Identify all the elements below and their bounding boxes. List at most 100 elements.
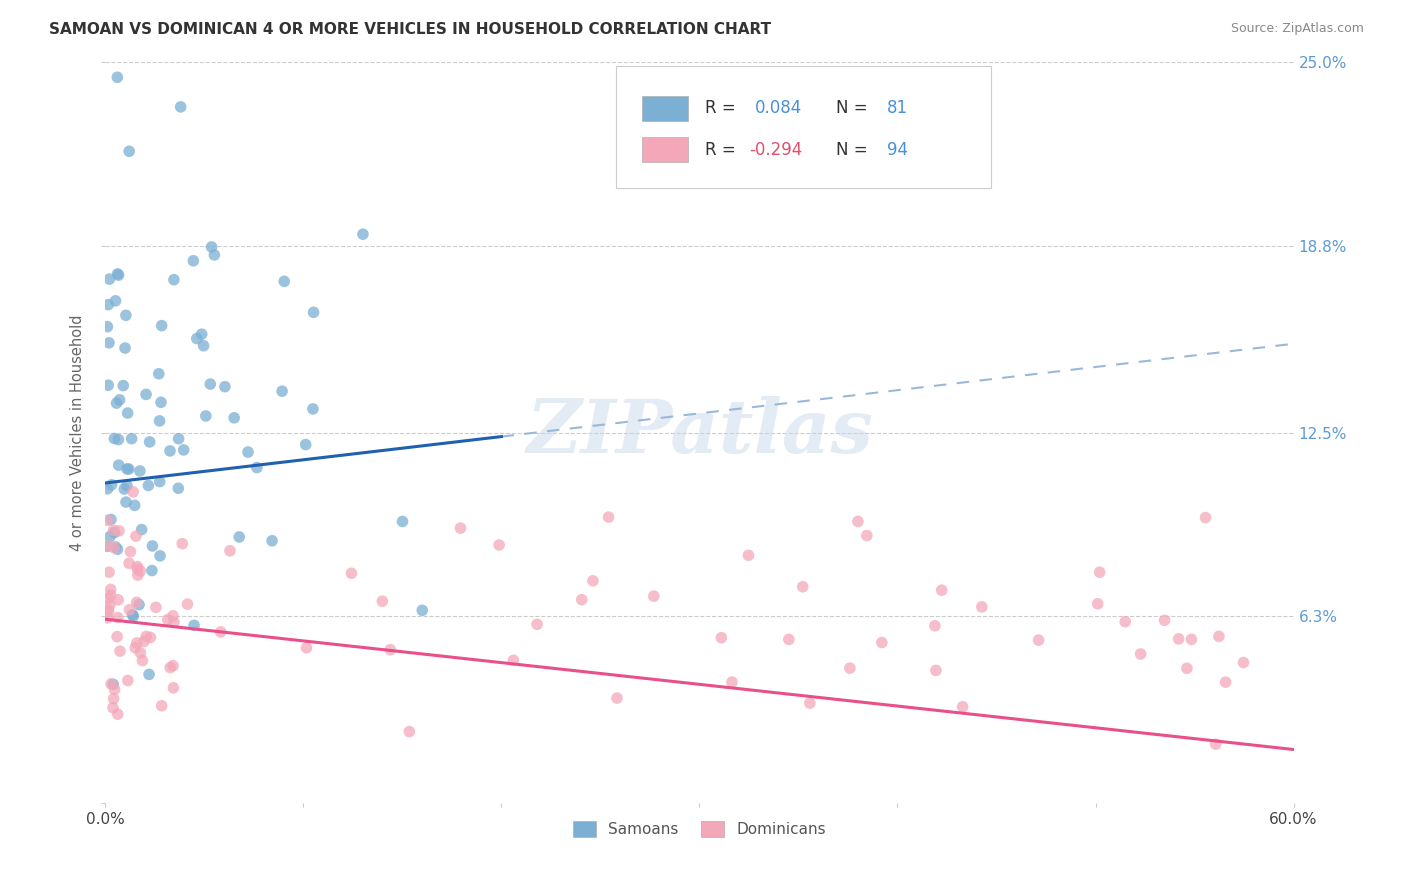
Point bbox=[114, 341, 136, 355]
Point bbox=[970, 599, 993, 614]
Point bbox=[107, 542, 129, 557]
Point bbox=[138, 667, 160, 681]
Point bbox=[209, 624, 232, 639]
Point bbox=[183, 253, 205, 268]
Point bbox=[105, 70, 128, 85]
Point bbox=[100, 582, 122, 597]
Point bbox=[149, 549, 172, 563]
Point bbox=[96, 482, 118, 496]
Text: SAMOAN VS DOMINICAN 4 OR MORE VEHICLES IN HOUSEHOLD CORRELATION CHART: SAMOAN VS DOMINICAN 4 OR MORE VEHICLES I… bbox=[49, 22, 772, 37]
Point bbox=[97, 539, 120, 553]
Point bbox=[124, 640, 146, 655]
Point bbox=[108, 644, 131, 658]
Point bbox=[96, 513, 118, 527]
Point bbox=[710, 631, 733, 645]
Point bbox=[132, 634, 155, 648]
Point bbox=[1153, 613, 1175, 627]
Point bbox=[141, 539, 163, 553]
Point bbox=[96, 539, 118, 553]
Point bbox=[150, 698, 173, 713]
Point bbox=[127, 562, 149, 576]
Point bbox=[118, 462, 141, 476]
Point bbox=[104, 293, 127, 308]
Point bbox=[107, 433, 129, 447]
Point bbox=[98, 598, 121, 612]
Point bbox=[150, 318, 173, 333]
Point bbox=[224, 410, 246, 425]
Point bbox=[121, 432, 143, 446]
Point bbox=[150, 395, 173, 409]
Point bbox=[107, 267, 129, 281]
Point bbox=[371, 594, 394, 608]
Point bbox=[228, 530, 250, 544]
Point bbox=[952, 699, 974, 714]
Text: N =: N = bbox=[837, 99, 873, 118]
Point bbox=[173, 442, 195, 457]
Point bbox=[145, 600, 167, 615]
Point bbox=[856, 528, 879, 542]
FancyBboxPatch shape bbox=[616, 66, 991, 188]
Point bbox=[117, 673, 139, 688]
Text: 94: 94 bbox=[887, 141, 908, 159]
Point bbox=[125, 595, 148, 609]
Point bbox=[246, 460, 269, 475]
Point bbox=[214, 379, 236, 393]
Point bbox=[1088, 565, 1111, 579]
Text: R =: R = bbox=[706, 99, 741, 118]
Point bbox=[112, 378, 135, 392]
Point bbox=[571, 592, 593, 607]
Point bbox=[101, 677, 124, 691]
Point bbox=[167, 481, 190, 495]
Point bbox=[104, 682, 127, 697]
Point bbox=[799, 696, 821, 710]
Point bbox=[294, 437, 316, 451]
Point bbox=[502, 653, 524, 667]
Point bbox=[870, 635, 893, 649]
Point bbox=[97, 605, 120, 619]
Point bbox=[380, 642, 402, 657]
Point bbox=[1167, 632, 1189, 646]
Point bbox=[131, 523, 153, 537]
Point bbox=[97, 378, 120, 392]
Point bbox=[129, 464, 152, 478]
Point bbox=[219, 543, 242, 558]
Text: 0.084: 0.084 bbox=[755, 99, 803, 118]
Point bbox=[115, 495, 138, 509]
Point bbox=[96, 611, 118, 625]
Point bbox=[193, 339, 215, 353]
Point bbox=[159, 443, 181, 458]
Point bbox=[103, 691, 125, 706]
Point bbox=[846, 515, 869, 529]
Point bbox=[273, 274, 295, 288]
Point bbox=[103, 523, 125, 537]
Point bbox=[101, 700, 124, 714]
Point bbox=[103, 541, 125, 555]
Point bbox=[295, 640, 318, 655]
Point bbox=[135, 629, 157, 643]
Point bbox=[100, 677, 122, 691]
Point bbox=[141, 564, 163, 578]
Point bbox=[170, 100, 193, 114]
Point bbox=[108, 524, 131, 538]
Point bbox=[1205, 737, 1227, 751]
Text: ZIPatlas: ZIPatlas bbox=[526, 396, 873, 469]
Point bbox=[183, 618, 205, 632]
Point bbox=[271, 384, 294, 399]
Point bbox=[148, 414, 170, 428]
Point bbox=[97, 591, 120, 606]
Point bbox=[176, 597, 198, 611]
Point bbox=[167, 432, 190, 446]
Point bbox=[737, 549, 759, 563]
Point bbox=[118, 145, 141, 159]
Point bbox=[931, 583, 953, 598]
Point bbox=[138, 478, 160, 492]
Point bbox=[118, 603, 141, 617]
Point bbox=[107, 268, 129, 282]
Point bbox=[125, 529, 148, 543]
Point bbox=[149, 475, 172, 489]
Point bbox=[172, 536, 194, 550]
Point bbox=[139, 631, 162, 645]
Point bbox=[1087, 597, 1109, 611]
Point bbox=[302, 305, 325, 319]
Point bbox=[340, 566, 363, 581]
